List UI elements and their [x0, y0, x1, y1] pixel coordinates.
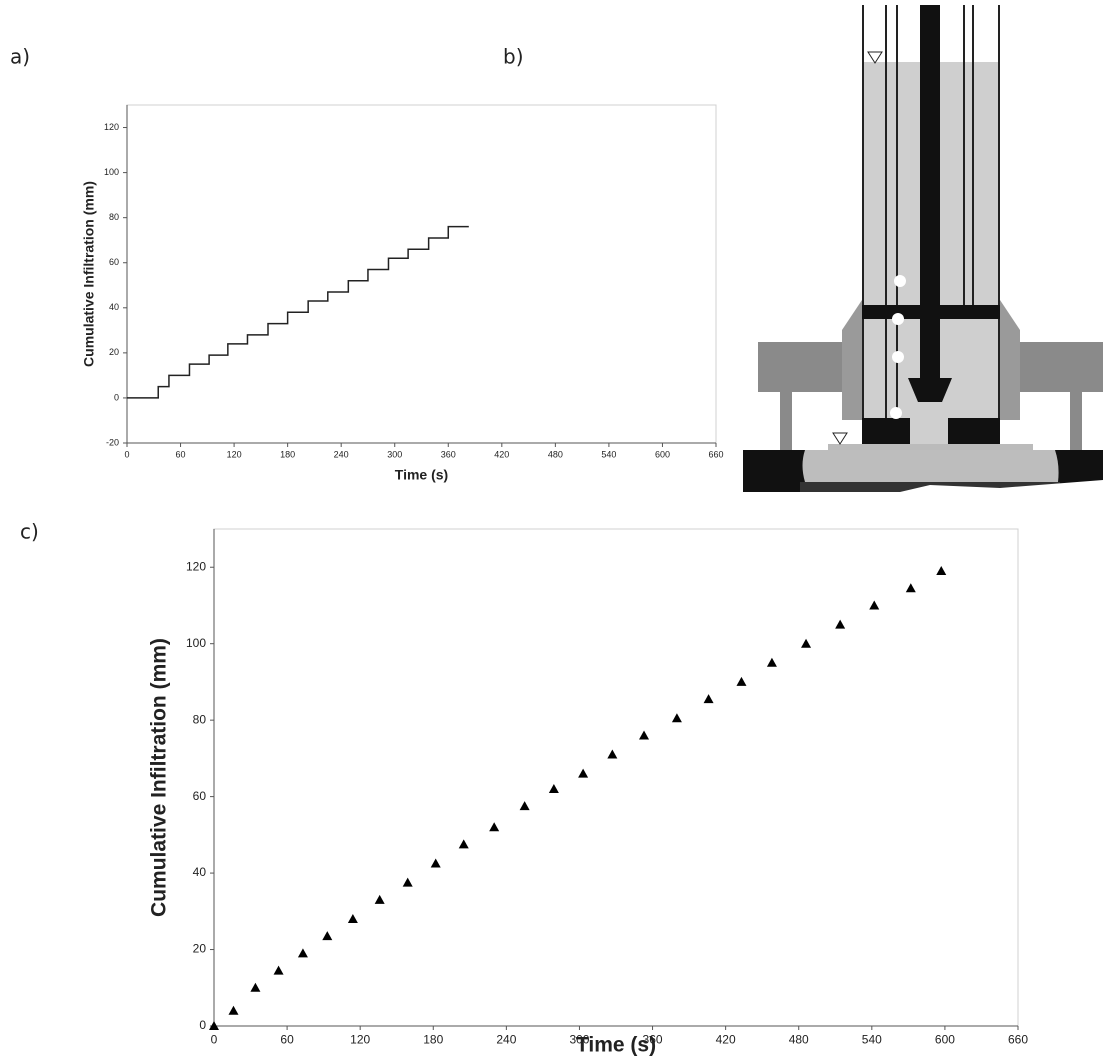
y-tick-label: 80	[193, 712, 207, 726]
x-tick-label: 120	[350, 1033, 370, 1047]
x-tick-label: 0	[211, 1033, 218, 1047]
x-tick-label: 240	[334, 450, 349, 460]
data-point	[250, 982, 261, 992]
x-tick-label: 660	[1008, 1033, 1028, 1047]
x-tick-label: 360	[441, 450, 456, 460]
x-tick-label: 180	[280, 450, 295, 460]
x-tick-label: 360	[643, 1033, 663, 1047]
data-point	[374, 894, 385, 904]
y-tick-label: 40	[109, 302, 119, 312]
x-tick-label: 60	[280, 1033, 294, 1047]
data-point	[639, 730, 650, 740]
y-tick-label: 100	[186, 636, 206, 650]
data-point	[402, 877, 413, 887]
y-tick-label: 20	[109, 347, 119, 357]
data-point	[209, 1021, 219, 1030]
data-point	[489, 822, 500, 832]
apparatus-diagram	[743, 0, 1103, 500]
plot-frame	[213, 528, 1019, 1027]
y-tick-label: 100	[104, 167, 119, 177]
data-point	[430, 858, 441, 868]
x-tick-label: 240	[496, 1033, 516, 1047]
x-tick-label: 60	[176, 450, 186, 460]
y-tick-label: 20	[193, 942, 207, 956]
y-tick-label: 120	[104, 122, 119, 132]
y-axis-title: Cumulative Infiltration (mm)	[81, 181, 97, 367]
data-point	[736, 676, 747, 686]
data-point	[548, 783, 559, 793]
data-point	[228, 1005, 239, 1015]
data-point	[671, 713, 682, 723]
data-point	[766, 657, 777, 667]
x-tick-label: 540	[601, 450, 616, 460]
x-tick-label: 300	[569, 1033, 589, 1047]
x-tick-label: 0	[124, 450, 129, 460]
data-point	[936, 566, 947, 576]
x-tick-label: 420	[716, 1033, 736, 1047]
data-point	[835, 619, 846, 629]
y-tick-label: -20	[106, 437, 119, 447]
panel-label: c)	[20, 520, 39, 544]
y-tick-label: 120	[186, 559, 206, 573]
data-point	[869, 600, 880, 610]
data-point	[578, 768, 589, 778]
panel-label: a)	[10, 45, 30, 69]
x-axis-title: Time (s)	[395, 467, 448, 483]
x-tick-label: 540	[862, 1033, 882, 1047]
x-tick-label: 600	[655, 450, 670, 460]
data-point	[273, 965, 284, 975]
data-point	[458, 839, 469, 849]
x-axis-title: Time (s)	[576, 1034, 656, 1057]
x-tick-label: 420	[494, 450, 509, 460]
plot-frame	[126, 104, 717, 444]
data-point	[703, 694, 714, 704]
x-tick-label: 180	[423, 1033, 443, 1047]
y-tick-label: 80	[109, 212, 119, 222]
y-axis-title: Cumulative Infiltration (mm)	[148, 638, 171, 917]
data-point	[322, 931, 333, 941]
data-point	[905, 583, 916, 593]
x-tick-label: 480	[548, 450, 563, 460]
panel-label: b)	[503, 45, 524, 69]
y-tick-label: 60	[193, 789, 207, 803]
y-tick-label: 60	[109, 257, 119, 267]
data-point	[297, 948, 308, 958]
x-tick-label: 300	[387, 450, 402, 460]
data-point	[801, 638, 812, 648]
x-tick-label: 660	[708, 450, 723, 460]
y-tick-label: 40	[193, 865, 207, 879]
y-tick-label: 0	[199, 1018, 206, 1032]
data-point	[519, 801, 530, 811]
data-point	[607, 749, 618, 759]
x-tick-label: 600	[935, 1033, 955, 1047]
data-point	[347, 913, 358, 923]
data-line	[127, 225, 469, 399]
y-tick-label: 0	[114, 392, 119, 402]
x-tick-label: 480	[789, 1033, 809, 1047]
x-tick-label: 120	[227, 450, 242, 460]
